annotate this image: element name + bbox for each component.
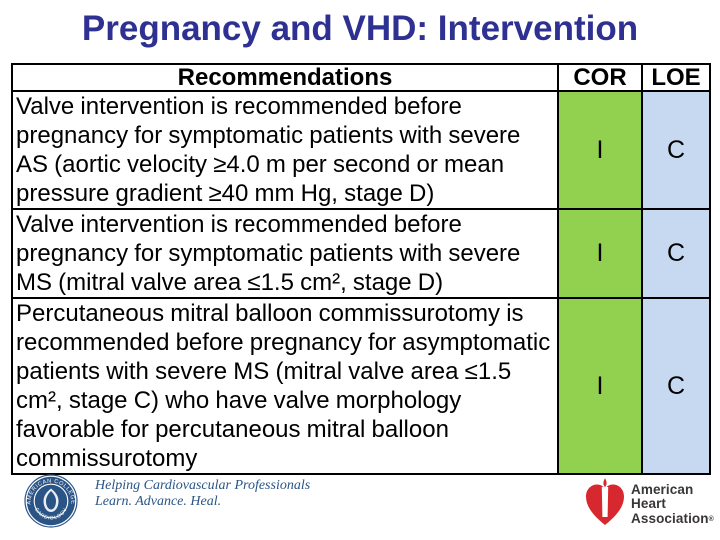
- recommendations-table: Recommendations COR LOE Valve interventi…: [11, 63, 711, 475]
- loe-value: C: [641, 208, 711, 299]
- cor-value: I: [557, 208, 643, 299]
- column-header-recommendations: Recommendations: [11, 63, 559, 92]
- aha-wordmark-line3: Association®: [631, 510, 714, 526]
- table-header-row: Recommendations COR LOE: [11, 63, 711, 92]
- cor-value: I: [557, 297, 643, 475]
- aha-torch: [601, 487, 609, 517]
- acc-tagline-line2: Learn. Advance. Heal.: [95, 494, 222, 509]
- loe-value: C: [641, 90, 711, 210]
- acc-tagline-line1: Helping Cardiovascular Professionals: [95, 478, 311, 493]
- page-title: Pregnancy and VHD: Intervention: [81, 9, 639, 48]
- table-row: Percutaneous mitral balloon commissuroto…: [11, 297, 711, 475]
- acc-seal-emblem-inner: [46, 491, 56, 510]
- aha-wordmark-line2: Heart: [631, 496, 667, 512]
- recommendation-text: Valve intervention is recommended before…: [11, 90, 559, 210]
- aha-wordmark-line1: American: [631, 482, 694, 497]
- table-row: Valve intervention is recommended before…: [11, 208, 711, 299]
- cor-value: I: [557, 90, 643, 210]
- loe-value: C: [641, 297, 711, 475]
- table-row: Valve intervention is recommended before…: [11, 90, 711, 210]
- registered-trademark-symbol: ®: [708, 515, 714, 523]
- aha-wordmark: American Heart Association®: [631, 482, 714, 527]
- acc-logo-icon: AMERICAN COLLEGE CARDIOLOGY: [24, 474, 78, 528]
- column-header-cor: COR: [557, 63, 643, 92]
- recommendation-text: Valve intervention is recommended before…: [11, 208, 559, 299]
- aha-flame: [603, 478, 607, 487]
- aha-heart-torch-icon: [586, 476, 624, 525]
- acc-tagline: Helping Cardiovascular Professionals Lea…: [95, 478, 310, 510]
- recommendation-text: Percutaneous mitral balloon commissuroto…: [11, 297, 559, 475]
- column-header-loe: LOE: [641, 63, 711, 92]
